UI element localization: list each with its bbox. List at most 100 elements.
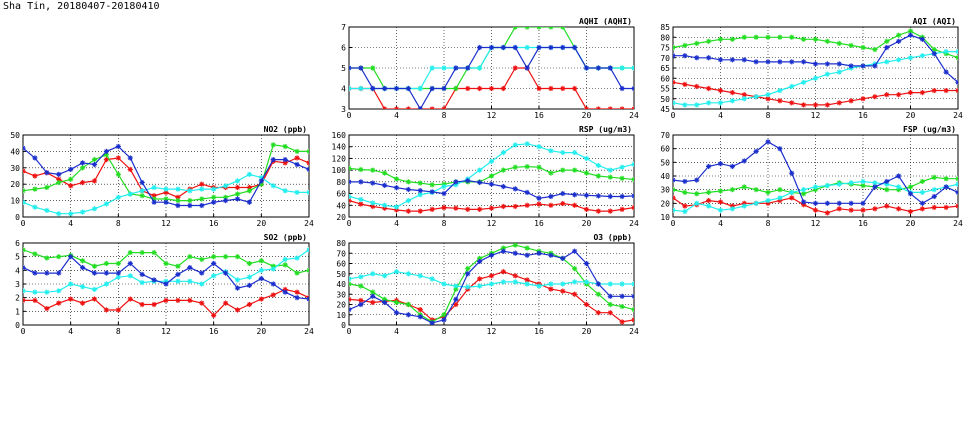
data-point	[536, 201, 542, 207]
data-point	[717, 188, 724, 194]
data-point	[741, 184, 747, 190]
data-point	[234, 191, 241, 197]
data-point	[23, 188, 26, 194]
data-point	[163, 260, 169, 267]
data-point	[583, 170, 590, 176]
data-point	[836, 181, 842, 187]
x-tick-label: 16	[858, 219, 868, 228]
x-tick-label: 8	[116, 219, 121, 228]
x-tick-label: 20	[582, 111, 592, 120]
data-point	[860, 96, 866, 102]
x-tick-label: 16	[534, 219, 544, 228]
data-point	[777, 146, 783, 152]
data-point	[848, 63, 854, 69]
data-point	[306, 166, 309, 173]
data-point	[139, 249, 145, 256]
data-point	[777, 195, 783, 201]
data-point	[619, 293, 625, 299]
data-point	[682, 81, 688, 87]
x-tick-label: 12	[161, 327, 171, 336]
data-point	[512, 44, 518, 51]
data-point	[187, 265, 193, 271]
data-point	[729, 206, 735, 212]
data-point	[619, 206, 625, 212]
x-tick-label: 16	[209, 219, 219, 228]
data-point	[187, 297, 193, 303]
series-red	[349, 269, 634, 325]
data-point	[23, 168, 26, 174]
y-tick-label: 60	[660, 74, 670, 83]
data-point	[139, 179, 145, 186]
x-tick-label: 0	[347, 111, 352, 120]
y-tick-label: 20	[336, 301, 346, 310]
data-point	[572, 167, 578, 173]
data-point	[79, 179, 86, 186]
data-point	[32, 173, 38, 179]
y-tick-label: 20	[660, 199, 670, 208]
data-point	[717, 57, 724, 63]
data-point	[139, 280, 145, 286]
data-point	[801, 36, 807, 42]
data-point	[429, 106, 435, 109]
data-point	[729, 98, 735, 104]
data-point	[465, 178, 471, 184]
data-point	[884, 203, 890, 209]
y-tick-label: 70	[660, 54, 670, 63]
data-point	[68, 166, 74, 173]
data-point	[560, 288, 566, 294]
data-point	[199, 196, 205, 202]
data-point	[512, 186, 518, 192]
data-point	[477, 44, 483, 51]
data-point	[524, 189, 530, 195]
data-point	[500, 203, 506, 210]
data-point	[199, 186, 205, 192]
data-point	[417, 188, 423, 194]
data-point	[465, 271, 471, 277]
y-tick-label: 10	[10, 197, 20, 206]
data-point	[211, 199, 217, 205]
data-point	[741, 203, 747, 209]
data-point	[777, 87, 783, 94]
data-point	[187, 188, 193, 194]
data-point	[777, 59, 783, 65]
data-point	[199, 256, 205, 262]
data-point	[560, 200, 566, 207]
data-point	[631, 307, 634, 313]
x-tick-label: 8	[766, 111, 771, 120]
data-point	[631, 317, 634, 323]
data-point	[500, 44, 506, 51]
x-tick-label: 0	[671, 111, 676, 120]
data-point	[777, 187, 783, 193]
data-point	[824, 210, 830, 216]
data-point	[896, 92, 902, 98]
data-point	[931, 204, 937, 211]
data-point	[370, 85, 376, 92]
data-point	[441, 312, 447, 318]
y-tick-label: 45	[660, 105, 670, 114]
data-point	[44, 255, 50, 261]
data-point	[151, 249, 157, 256]
chart-title: SO2 (ppb)	[264, 233, 307, 242]
x-tick-label: 0	[347, 219, 352, 228]
data-point	[694, 191, 700, 197]
data-point	[282, 157, 288, 163]
y-tick-label: 80	[336, 239, 346, 248]
data-point	[884, 187, 890, 193]
data-point	[488, 252, 495, 258]
data-point	[801, 59, 807, 65]
data-point	[187, 278, 193, 284]
data-point	[370, 167, 376, 173]
data-point	[211, 186, 217, 192]
data-point	[872, 63, 878, 69]
data-point	[860, 200, 866, 206]
data-point	[68, 176, 74, 182]
data-point	[151, 184, 157, 191]
data-point	[103, 307, 110, 313]
data-point	[812, 75, 819, 81]
data-point	[812, 102, 819, 108]
data-point	[872, 206, 878, 212]
data-point	[477, 283, 483, 289]
data-point	[234, 307, 241, 313]
data-point	[222, 300, 229, 306]
data-point	[163, 281, 169, 287]
